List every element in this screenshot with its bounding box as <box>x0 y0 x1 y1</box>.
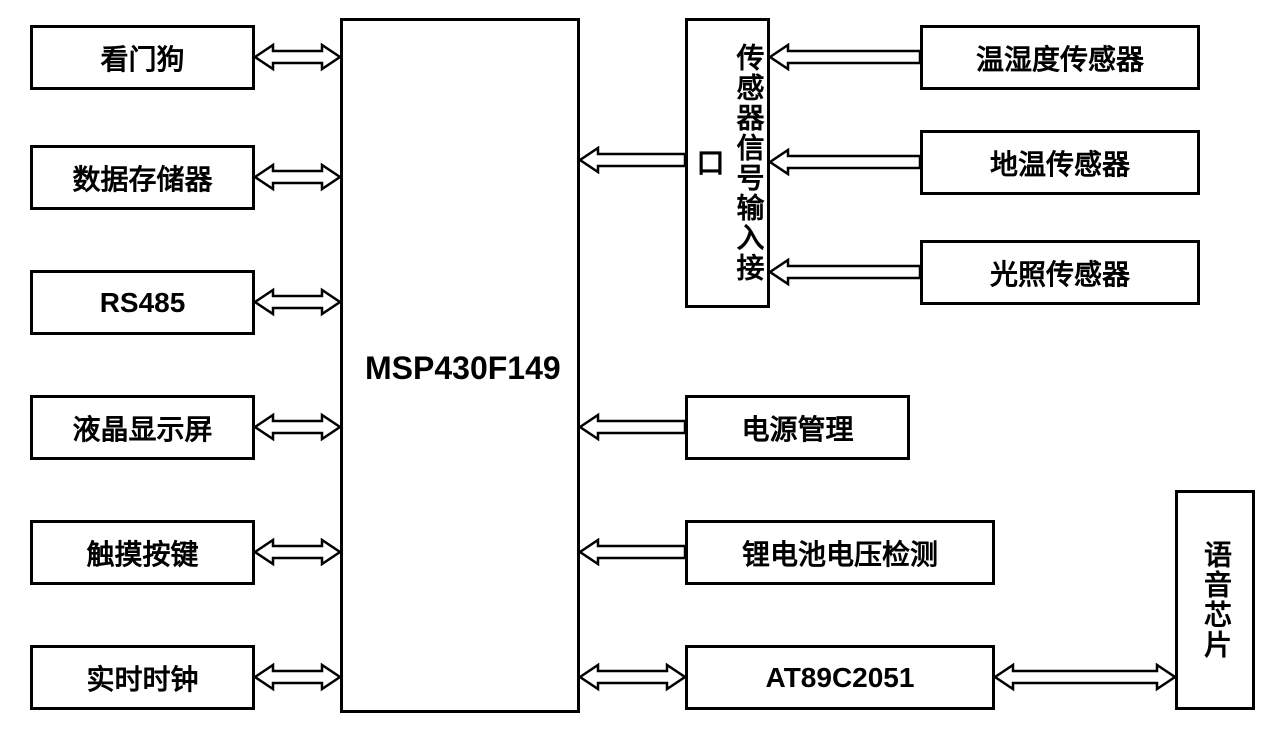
arrow-temp-humidity <box>770 45 920 69</box>
arrow-power-mgmt <box>580 415 685 439</box>
arrow-light <box>770 260 920 284</box>
arrows-layer <box>0 0 1284 731</box>
arrow-data-memory <box>255 165 340 189</box>
rtc-block: 实时时钟 <box>30 645 255 710</box>
data-memory-block: 数据存储器 <box>30 145 255 210</box>
rtc-label: 实时时钟 <box>86 658 198 698</box>
touch-key-block: 触摸按键 <box>30 520 255 585</box>
arrow-battery <box>580 540 685 564</box>
arrow-rtc <box>255 665 340 689</box>
ground-temp-sensor-block: 地温传感器 <box>920 130 1200 195</box>
sub-mcu-block: AT89C2051 <box>685 645 995 710</box>
light-sensor-block: 光照传感器 <box>920 240 1200 305</box>
light-sensor-label: 光照传感器 <box>990 253 1130 293</box>
arrow-sub-mcu <box>580 665 685 689</box>
battery-detect-label: 锂电池电压检测 <box>742 533 938 573</box>
power-mgmt-label: 电源管理 <box>741 408 853 448</box>
voice-chip-label: 语音芯片 <box>1195 540 1235 660</box>
arrow-sensor-iface-mcu <box>580 148 685 172</box>
rs485-label: RS485 <box>100 287 186 319</box>
data-memory-label: 数据存储器 <box>72 158 212 198</box>
sub-mcu-label: AT89C2051 <box>766 662 915 694</box>
ground-temp-sensor-label: 地温传感器 <box>990 143 1130 183</box>
arrow-rs485 <box>255 290 340 314</box>
sensor-interface-block: 传感器信号输入接口 <box>685 18 770 308</box>
voice-chip-block: 语音芯片 <box>1175 490 1255 710</box>
power-mgmt-block: 电源管理 <box>685 395 910 460</box>
temp-humidity-sensor-block: 温湿度传感器 <box>920 25 1200 90</box>
watchdog-label: 看门狗 <box>100 38 184 78</box>
lcd-label: 液晶显示屏 <box>72 408 212 448</box>
battery-detect-block: 锂电池电压检测 <box>685 520 995 585</box>
rs485-block: RS485 <box>30 270 255 335</box>
watchdog-block: 看门狗 <box>30 25 255 90</box>
mcu-label: MSP430F149 <box>365 350 561 387</box>
temp-humidity-sensor-label: 温湿度传感器 <box>976 38 1144 78</box>
arrow-ground-temp <box>770 150 920 174</box>
arrow-lcd <box>255 415 340 439</box>
lcd-block: 液晶显示屏 <box>30 395 255 460</box>
arrow-touch-key <box>255 540 340 564</box>
arrow-watchdog <box>255 45 340 69</box>
sensor-interface-label: 传感器信号输入接口 <box>688 31 768 295</box>
touch-key-label: 触摸按键 <box>86 533 198 573</box>
arrow-voice-chip <box>995 665 1175 689</box>
